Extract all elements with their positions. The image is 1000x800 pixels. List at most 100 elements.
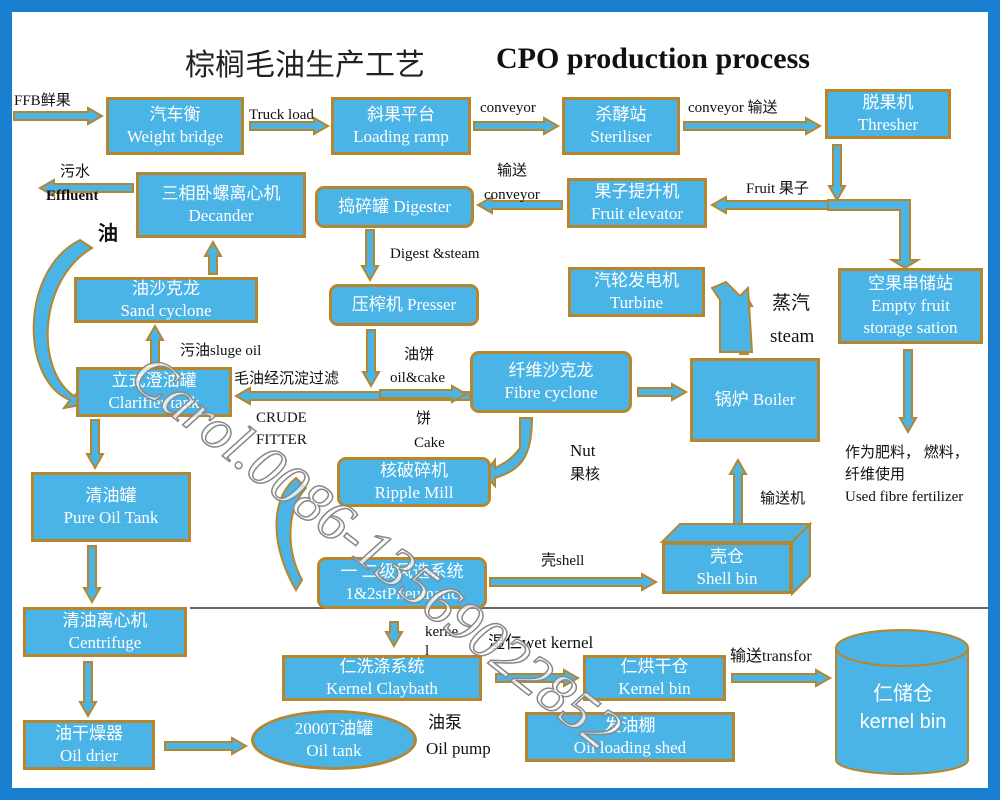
label-fitter: FITTER xyxy=(256,432,307,448)
label-conveyor-transport: conveyor 输送 xyxy=(688,100,778,116)
flow-arrow-steam xyxy=(710,280,754,353)
flow-arrow xyxy=(203,239,223,275)
box-kernel-dryer-bin: 仁烘干仓 Kernel bin xyxy=(583,655,726,701)
label-kernel-1: kerne xyxy=(425,624,459,640)
box-label-cn: 2000T油罐 xyxy=(294,719,374,738)
flow-arrow xyxy=(13,106,105,126)
box-turbine: 汽轮发电机 Turbine xyxy=(568,267,705,317)
flow-arrow-bend xyxy=(827,199,922,270)
box-label-en: Kernel bin xyxy=(618,679,691,698)
label-effluent: Effluent xyxy=(46,188,99,204)
box-ripple-mill: 核破碎机 Ripple Mill xyxy=(337,457,491,507)
box-label-en: Shell bin xyxy=(696,569,758,588)
flow-arrow xyxy=(85,419,105,471)
label-oil-pump-cn: 油泵 xyxy=(428,713,462,732)
box-label-cn: 发油棚 xyxy=(604,716,656,735)
label-steam-cn: 蒸汽 xyxy=(772,293,811,314)
label-cake: Cake xyxy=(414,435,445,451)
flow-arrow xyxy=(731,668,833,688)
box-presser: 压榨机 Presser xyxy=(329,284,479,326)
flow-arrow xyxy=(683,116,823,136)
box-label-cn: 纤维沙克龙 xyxy=(508,361,594,380)
box-fruit-elevator: 果子提升机 Fruit elevator xyxy=(567,178,707,228)
label-fertilizer: Used fibre fertilizer xyxy=(845,489,964,505)
box-oil-tank: 2000T油罐 Oil tank xyxy=(251,710,417,770)
label-crude: CRUDE xyxy=(256,410,307,426)
box-weight-bridge: 汽车衡 Weight bridge xyxy=(106,97,244,155)
box-label-en: Weight bridge xyxy=(126,127,224,146)
shell-bin-top xyxy=(659,523,813,543)
flow-arrow xyxy=(473,116,561,136)
box-label-cn: 清油罐 xyxy=(85,486,137,505)
label-nut: Nut xyxy=(570,441,596,460)
box-label-cn: 立式澄油罐 xyxy=(111,371,197,390)
flow-arrow xyxy=(475,195,563,215)
shell-bin-side xyxy=(791,521,811,597)
label-nut-cn: 果核 xyxy=(570,467,601,483)
box-pure-oil-tank: 清油罐 Pure Oil Tank xyxy=(31,472,191,542)
flow-arrow xyxy=(145,323,165,365)
label-cake-cn: 饼 xyxy=(416,411,432,427)
box-oil-drier: 油干燥器 Oil drier xyxy=(23,720,155,770)
box-label-cn: 空果串储站 xyxy=(868,274,953,293)
box-label-cn: 汽轮发电机 xyxy=(594,271,679,290)
label-oilcake-cn: 油饼 xyxy=(404,347,435,363)
label-truck-load: Truck load xyxy=(249,107,314,123)
label-shell: 壳shell xyxy=(541,553,585,569)
flow-arrow xyxy=(489,572,659,592)
title-chinese: 棕榈毛油生产工艺 xyxy=(185,49,425,82)
flow-arrow xyxy=(379,384,469,404)
box-label-en: Centrifuge xyxy=(68,633,142,652)
flow-arrow-cake xyxy=(482,417,534,489)
box-label: 锅炉 Boiler xyxy=(714,390,796,409)
label-effluent-cn: 污水 xyxy=(60,164,91,180)
kernel-storage-label: 仁储仓 kernel bin xyxy=(838,680,968,736)
flow-arrow xyxy=(709,195,831,215)
label-oil-pump: Oil pump xyxy=(426,739,491,758)
box-label-en: Oil loading shed xyxy=(573,738,687,757)
box-label-cn: 核破碎机 xyxy=(380,461,448,480)
label-oil: 油 xyxy=(98,223,118,245)
box-label-en2: storage sation xyxy=(863,318,958,337)
flow-arrow xyxy=(898,349,918,435)
box-label-cn: 仁烘干仓 xyxy=(620,657,689,676)
flow-arrow xyxy=(37,178,134,198)
flow-arrow xyxy=(495,668,581,688)
box-label-en: Loading ramp xyxy=(353,127,449,146)
flow-arrow xyxy=(361,329,381,389)
label-fertilizer-cn1: 作为肥料， 燃料， xyxy=(845,445,969,461)
label-conveyor-machine: 输送机 xyxy=(760,491,806,507)
box-pneumatic: 一 二级风选系统 1&2stPneumatic xyxy=(317,557,487,609)
box-label-en: Fruit elevator xyxy=(590,204,684,223)
flow-arrow xyxy=(164,736,249,756)
flow-arrow xyxy=(360,229,380,283)
box-label: 捣碎罐 Digester xyxy=(338,197,451,216)
divider-line xyxy=(190,607,990,609)
box-centrifuge: 清油离心机 Centrifuge xyxy=(23,607,187,657)
box-decanter: 三相卧螺离心机 Decander xyxy=(136,172,306,238)
box-label-en: Steriliser xyxy=(590,127,652,146)
label-oilcake: oil&cake xyxy=(390,370,445,386)
box-label-cn: 油干燥器 xyxy=(55,724,123,743)
box-label-cn: 脱果机 xyxy=(862,93,914,112)
box-label-cn: 汽车衡 xyxy=(149,105,201,124)
box-label-en: 1&2stPneumatic xyxy=(345,584,459,603)
label-steam: steam xyxy=(770,326,815,347)
flow-arrow xyxy=(637,382,689,402)
box-label-cn: 仁储仓 xyxy=(873,683,933,705)
label-fruit: Fruit 果子 xyxy=(746,181,809,197)
box-shell-bin: 壳仓 Shell bin xyxy=(662,542,792,594)
box-label-cn: 油沙克龙 xyxy=(132,279,200,298)
label-transport-en: conveyor xyxy=(484,187,540,203)
box-label-en: Decander xyxy=(188,206,254,225)
box-label-en: Pure Oil Tank xyxy=(63,508,159,527)
flow-arrow-curve xyxy=(275,476,308,592)
flow-arrow xyxy=(78,661,98,719)
label-sludge-oil: 污油sluge oil xyxy=(180,343,262,359)
flow-arrow xyxy=(249,116,331,136)
label-kernel-2: l xyxy=(425,643,430,659)
box-label-en: kernel bin xyxy=(859,711,947,733)
box-label-en: Oil tank xyxy=(306,741,362,760)
title-english: CPO production process xyxy=(496,42,810,75)
